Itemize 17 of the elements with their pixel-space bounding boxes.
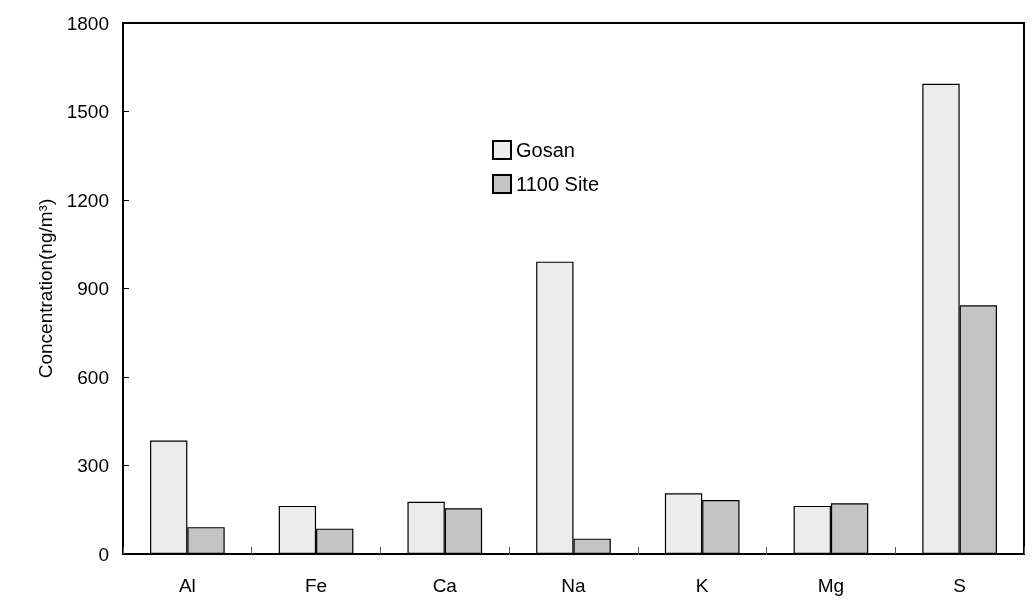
x-tick-label: Ca	[432, 575, 458, 596]
y-tick-label: 1800	[66, 12, 109, 34]
y-tick-label: 300	[77, 455, 109, 476]
y-axis-title: Concentration(ng/m³)	[35, 198, 56, 379]
y-tick-label: 600	[77, 366, 109, 388]
x-tick-label: Na	[561, 575, 587, 596]
y-tick-label: 900	[77, 278, 109, 299]
x-tick-label: Al	[178, 575, 196, 596]
legend-label: 1100 Site	[516, 173, 600, 195]
x-tick-label: K	[695, 575, 709, 596]
x-tick-label: S	[953, 575, 966, 596]
y-tick-label: 0	[98, 543, 109, 565]
legend-label: Gosan	[516, 139, 575, 161]
x-tick-label: Mg	[817, 575, 845, 596]
y-tick-label: 1500	[66, 101, 109, 122]
y-tick-label: 1200	[66, 189, 109, 211]
x-tick-label: Fe	[304, 575, 328, 596]
